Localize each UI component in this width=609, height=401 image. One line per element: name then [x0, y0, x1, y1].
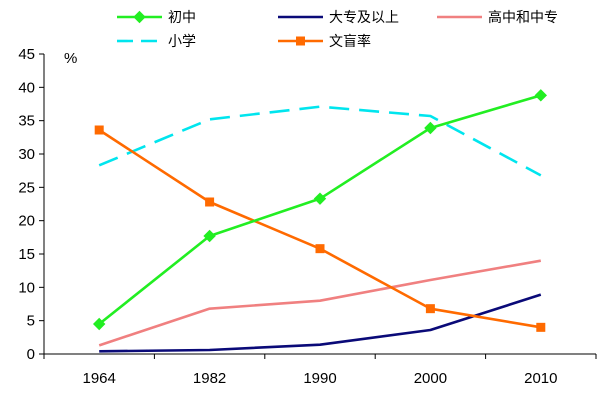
series-高中和中专	[98, 259, 542, 347]
legend-item-初中: 初中	[117, 9, 196, 26]
legend-item-文盲率: 文盲率	[278, 33, 371, 50]
legend-item-小学: 小学	[117, 34, 196, 50]
legend-item-大专及以上: 大专及以上	[278, 10, 399, 26]
plot-area: 0 5 10 15 20 25 30 35 40 45 1964 1982 1990 2000 2010	[18, 46, 597, 387]
legend-marker	[133, 10, 146, 24]
series-小学	[98, 105, 542, 177]
series-line	[99, 293, 542, 353]
y-tick-label: 20	[18, 213, 35, 230]
legend-label: 初中	[168, 9, 196, 26]
x-tick-label: 2010	[524, 370, 557, 387]
y-tick-label: 5	[27, 313, 35, 330]
series-大专及以上	[99, 293, 542, 353]
legend-label: 大专及以上	[329, 10, 399, 26]
data-point	[203, 229, 216, 243]
y-tick-label: 30	[18, 146, 35, 163]
series-line	[98, 128, 542, 329]
data-point	[94, 125, 104, 135]
data-point	[424, 121, 437, 135]
data-point	[534, 89, 548, 102]
series-文盲率	[94, 125, 546, 332]
legend-item-高中和中专: 高中和中专	[437, 9, 558, 26]
series-初中	[92, 89, 548, 331]
data-point	[313, 192, 327, 205]
y-tick-label: 35	[18, 113, 35, 130]
x-tick-label: 1990	[303, 370, 336, 387]
data-point	[536, 322, 546, 332]
data-point	[315, 244, 325, 254]
legend-label: 文盲率	[329, 33, 371, 50]
legend-label: 高中和中专	[488, 9, 558, 26]
data-point	[205, 197, 215, 207]
y-tick-label: 40	[18, 79, 35, 96]
y-tick-label: 25	[18, 179, 35, 196]
y-tick-label: 10	[18, 279, 35, 296]
x-tick-label: 1982	[193, 370, 226, 387]
legend-marker	[296, 36, 305, 46]
y-tick-label: 45	[18, 46, 35, 63]
series-line	[98, 259, 542, 347]
y-tick-label: 15	[18, 246, 35, 263]
series-line	[98, 105, 542, 177]
y-axis-unit: %	[64, 50, 77, 67]
legend-label: 小学	[168, 34, 196, 50]
data-point	[425, 304, 435, 314]
x-tick-label: 1964	[83, 370, 116, 387]
data-point	[92, 317, 106, 331]
y-tick-label: 0	[27, 346, 35, 363]
x-tick-label: 2000	[414, 370, 447, 387]
series-line	[98, 94, 542, 326]
